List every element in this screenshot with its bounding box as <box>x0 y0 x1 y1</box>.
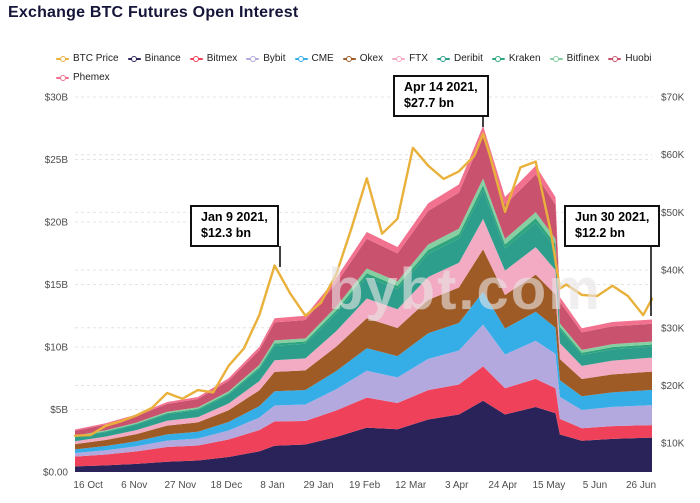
y-axis-left-tick-label: $0.00 <box>43 468 68 479</box>
legend-item-label: Deribit <box>453 53 483 64</box>
legend-item-label: BTC Price <box>73 53 119 64</box>
annotation-line: Jan 9 2021, <box>201 210 268 224</box>
legend-item-okex[interactable]: Okex <box>342 53 384 64</box>
legend: BTC Price Binance Bitmex Bybit CME Okex FTX Der… <box>56 53 698 83</box>
legend-item-btc-price[interactable]: BTC Price <box>56 53 119 64</box>
y-axis-left-tick-label: $10B <box>45 343 69 354</box>
x-axis-tick-label: 27 Nov <box>164 480 196 491</box>
x-axis-tick-label: 3 Apr <box>445 480 469 491</box>
area-huobi <box>75 135 652 436</box>
y-axis-right-tick-label: $10K <box>661 439 685 450</box>
y-axis-left-tick-label: $30B <box>45 93 69 104</box>
annotation-apr-14: Apr 14 2021, $27.7 bn <box>393 75 489 118</box>
legend-marker-icon <box>189 55 203 63</box>
legend-marker-icon <box>56 55 69 63</box>
legend-item-label: Huobi <box>625 53 652 64</box>
legend-item-label: Phemex <box>73 72 110 83</box>
legend-item-label: FTX <box>409 53 428 64</box>
y-axis-right-tick-label: $20K <box>661 381 685 392</box>
x-axis-tick-label: 16 Oct <box>73 480 103 491</box>
legend-marker-icon <box>608 55 622 63</box>
y-axis-right-tick-label: $30K <box>661 323 685 334</box>
legend-marker-icon <box>246 55 260 63</box>
annotation-line: $12.3 bn <box>201 225 252 240</box>
area-okex <box>75 249 652 450</box>
x-axis-tick-label: 12 Mar <box>395 480 427 491</box>
legend-item-huobi[interactable]: Huobi <box>608 53 652 64</box>
legend-marker-icon <box>127 55 141 63</box>
y-axis-left-tick-label: $15B <box>45 280 69 291</box>
chart-title: Exchange BTC Futures Open Interest <box>8 4 299 21</box>
x-axis-tick-label: 26 Jun <box>626 480 656 491</box>
area-deribit <box>75 190 652 442</box>
y-axis-left-tick-label: $25B <box>45 155 69 166</box>
y-axis-right-tick-label: $70K <box>661 93 685 104</box>
legend-item-label: Bybit <box>263 53 286 64</box>
area-ftx <box>75 218 652 445</box>
legend-item-phemex[interactable]: Phemex <box>56 72 110 83</box>
legend-marker-icon <box>294 55 308 63</box>
btc-price-line <box>73 132 654 437</box>
legend-item-label: Kraken <box>508 53 541 64</box>
x-axis-tick-label: 18 Dec <box>211 480 243 491</box>
legend-item-bitmex[interactable]: Bitmex <box>189 53 238 64</box>
legend-marker-icon <box>392 55 406 63</box>
legend-item-ftx[interactable]: FTX <box>392 53 428 64</box>
annotation-jun-30: Jun 30 2021, $12.2 bn <box>564 205 661 248</box>
legend-marker-icon <box>342 55 356 63</box>
legend-item-label: Bitfinex <box>566 53 600 64</box>
legend-item-kraken[interactable]: Kraken <box>491 53 541 64</box>
legend-marker-icon <box>436 55 450 63</box>
annotation-line: Apr 14 2021, <box>404 80 478 94</box>
x-axis-tick-label: 6 Nov <box>121 480 147 491</box>
y-axis-right-tick-label: $60K <box>661 150 685 161</box>
x-axis-tick-label: 29 Jan <box>304 480 334 491</box>
legend-item-cme[interactable]: CME <box>294 53 334 64</box>
annotation-line: Jun 30 2021, <box>575 210 650 224</box>
area-binance <box>75 400 652 472</box>
legend-marker-icon <box>491 55 505 63</box>
area-bybit <box>75 324 652 457</box>
area-cme <box>75 291 652 453</box>
x-axis-tick-label: 8 Jan <box>260 480 284 491</box>
legend-item-label: Okex <box>359 53 384 64</box>
annotation-line: $27.7 bn <box>404 95 455 110</box>
x-axis-tick-label: 19 Feb <box>349 480 381 491</box>
legend-item-bitfinex[interactable]: Bitfinex <box>549 53 600 64</box>
x-axis-tick-label: 5 Jun <box>583 480 607 491</box>
y-axis-right-tick-label: $50K <box>661 208 685 219</box>
legend-item-bybit[interactable]: Bybit <box>246 53 286 64</box>
legend-item-deribit[interactable]: Deribit <box>436 53 483 64</box>
legend-item-label: CME <box>311 53 334 64</box>
area-bitmex <box>75 366 652 467</box>
legend-marker-icon <box>56 74 69 82</box>
legend-marker-icon <box>549 55 563 63</box>
y-axis-right-tick-label: $40K <box>661 266 685 277</box>
y-axis-left-tick-label: $20B <box>45 218 69 229</box>
x-axis-tick-label: 24 Apr <box>488 480 518 491</box>
y-axis-left-tick-label: $5B <box>50 405 68 416</box>
legend-item-label: Binance <box>144 53 181 64</box>
annotation-line: $12.2 bn <box>575 225 626 240</box>
annotation-jan-9: Jan 9 2021, $12.3 bn <box>190 205 279 248</box>
x-axis-tick-label: 15 May <box>532 480 565 491</box>
legend-item-label: Bitmex <box>206 53 238 64</box>
legend-item-binance[interactable]: Binance <box>127 53 181 64</box>
